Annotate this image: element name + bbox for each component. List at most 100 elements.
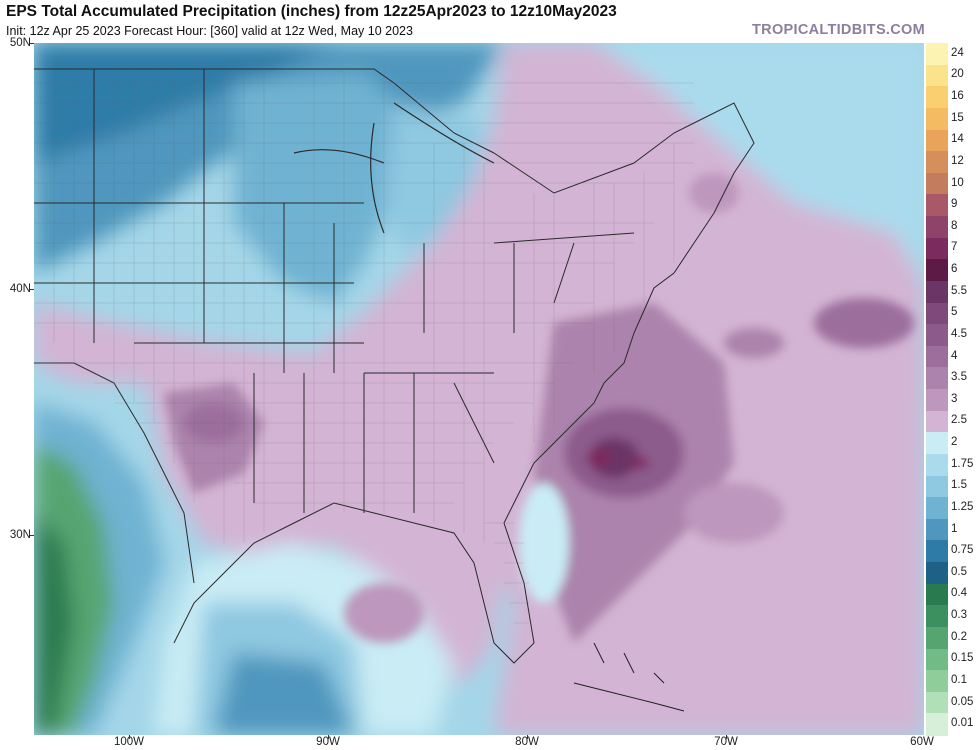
colorbar-label: 3.5 (951, 371, 967, 384)
colorbar-swatch (926, 280, 948, 303)
colorbar-swatch (926, 648, 948, 671)
colorbar-label: 15 (951, 111, 964, 124)
field-mid-atlantic-purple (724, 328, 784, 358)
colorbar-label: 2 (951, 436, 958, 449)
colorbar-label: 24 (951, 46, 964, 59)
colorbar-swatch (926, 43, 948, 66)
northeast-border (493, 102, 755, 244)
colorbar-label: 0.2 (951, 630, 967, 643)
lon-label-80w: 80W (515, 736, 539, 748)
colorbar-label: 4 (951, 349, 958, 362)
field-mexico-dark-green (34, 513, 74, 735)
colorbar-swatch (926, 432, 948, 455)
colorbar-swatch (926, 367, 948, 390)
lon-tick (129, 735, 130, 739)
field-atlantic-max-2 (629, 457, 649, 469)
colorbar-swatch (926, 345, 948, 368)
colorbar-label: 4.5 (951, 327, 967, 340)
lon-label-70w: 70W (714, 736, 738, 748)
field-midwest-blue (234, 73, 414, 303)
colorbar-label: 9 (951, 198, 958, 211)
field-gulf-purple (344, 583, 424, 643)
map-subtitle: Init: 12z Apr 25 2023 Forecast Hour: [36… (6, 24, 413, 38)
colorbar-swatch (926, 626, 948, 649)
lon-label-60w: 60W (910, 736, 934, 748)
colorbar-label: 2.5 (951, 414, 967, 427)
colorbar-swatch (926, 497, 948, 520)
colorbar-label: 7 (951, 241, 958, 254)
colorbar-label: 1.5 (951, 479, 967, 492)
colorbar-swatch (926, 86, 948, 109)
colorbar-swatch (926, 583, 948, 606)
colorbar-swatch (926, 389, 948, 412)
bahamas (593, 642, 665, 684)
colorbar-label: 12 (951, 154, 964, 167)
colorbar-swatch (926, 151, 948, 174)
colorbar-label: 0.75 (951, 544, 974, 557)
source-credit[interactable]: TROPICALTIDBITS.COM (752, 22, 925, 38)
caribbean-islands (573, 642, 685, 712)
colorbar-swatch (926, 194, 948, 217)
colorbar-swatch (926, 324, 948, 347)
lon-tick (527, 735, 528, 739)
colorbar-label: 0.01 (951, 717, 974, 730)
colorbar-swatch (926, 518, 948, 541)
colorbar-swatch (926, 107, 948, 130)
colorbar-swatch (926, 237, 948, 260)
lon-label-100w: 100W (113, 736, 145, 748)
lon-label-90w: 90W (316, 736, 340, 748)
colorbar-swatch (926, 670, 948, 693)
colorbar-label: 6 (951, 263, 958, 276)
colorbar-swatch (926, 453, 948, 476)
colorbar-swatch (926, 172, 948, 195)
precipitation-map[interactable] (34, 43, 924, 735)
colorbar-swatch (926, 259, 948, 282)
colorbar-label: 8 (951, 219, 958, 232)
lat-tick (30, 43, 34, 44)
colorbar-swatch (926, 410, 948, 433)
colorbar-label: 0.3 (951, 609, 967, 622)
field-sw-atlantic (684, 483, 784, 543)
colorbar-label: 1.25 (951, 500, 974, 513)
colorbar-label: 0.4 (951, 587, 967, 600)
colorbar-label: 1.75 (951, 457, 974, 470)
colorbar-label: 5.5 (951, 284, 967, 297)
colorbar-label: 0.5 (951, 565, 967, 578)
lat-label-30n: 30N (9, 529, 31, 541)
colorbar-swatch (926, 302, 948, 325)
colorbar-swatch (926, 713, 948, 736)
field-atlantic-max-1 (587, 447, 611, 469)
colorbar-label: 20 (951, 68, 964, 81)
cuba (573, 682, 685, 712)
lat-label-50n: 50N (9, 37, 31, 49)
colorbar-swatch (926, 216, 948, 239)
east-gulf-coastline (173, 242, 695, 664)
field-east-pink (34, 43, 924, 735)
colorbar-label: 14 (951, 133, 964, 146)
colorbar-label: 16 (951, 90, 964, 103)
colorbar-label: 0.05 (951, 695, 974, 708)
colorbar-label: 3 (951, 392, 958, 405)
colorbar-label: 0.1 (951, 673, 967, 686)
lon-tick (328, 735, 329, 739)
lon-tick (726, 735, 727, 739)
lat-label-40n: 40N (9, 283, 31, 295)
colorbar-swatch (926, 540, 948, 563)
colorbar-swatch (926, 605, 948, 628)
great-lakes-shore (293, 102, 495, 234)
field-gulf-dark (214, 653, 354, 735)
colorbar-swatch (926, 129, 948, 152)
lat-tick (30, 535, 34, 536)
colorbar-label: 1 (951, 522, 958, 535)
colorbar-swatch (926, 691, 948, 714)
colorbar-swatch (926, 475, 948, 498)
colorbar-swatch (926, 562, 948, 585)
lat-tick (30, 289, 34, 290)
county-grid (34, 69, 694, 624)
precipitation-colorbar (926, 43, 948, 736)
field-maine-purple (689, 173, 739, 213)
map-title: EPS Total Accumulated Precipitation (inc… (6, 3, 617, 20)
field-ne-atlantic-purple (814, 298, 914, 348)
field-gulfstream-light (519, 483, 569, 603)
colorbar-label: 5 (951, 306, 958, 319)
